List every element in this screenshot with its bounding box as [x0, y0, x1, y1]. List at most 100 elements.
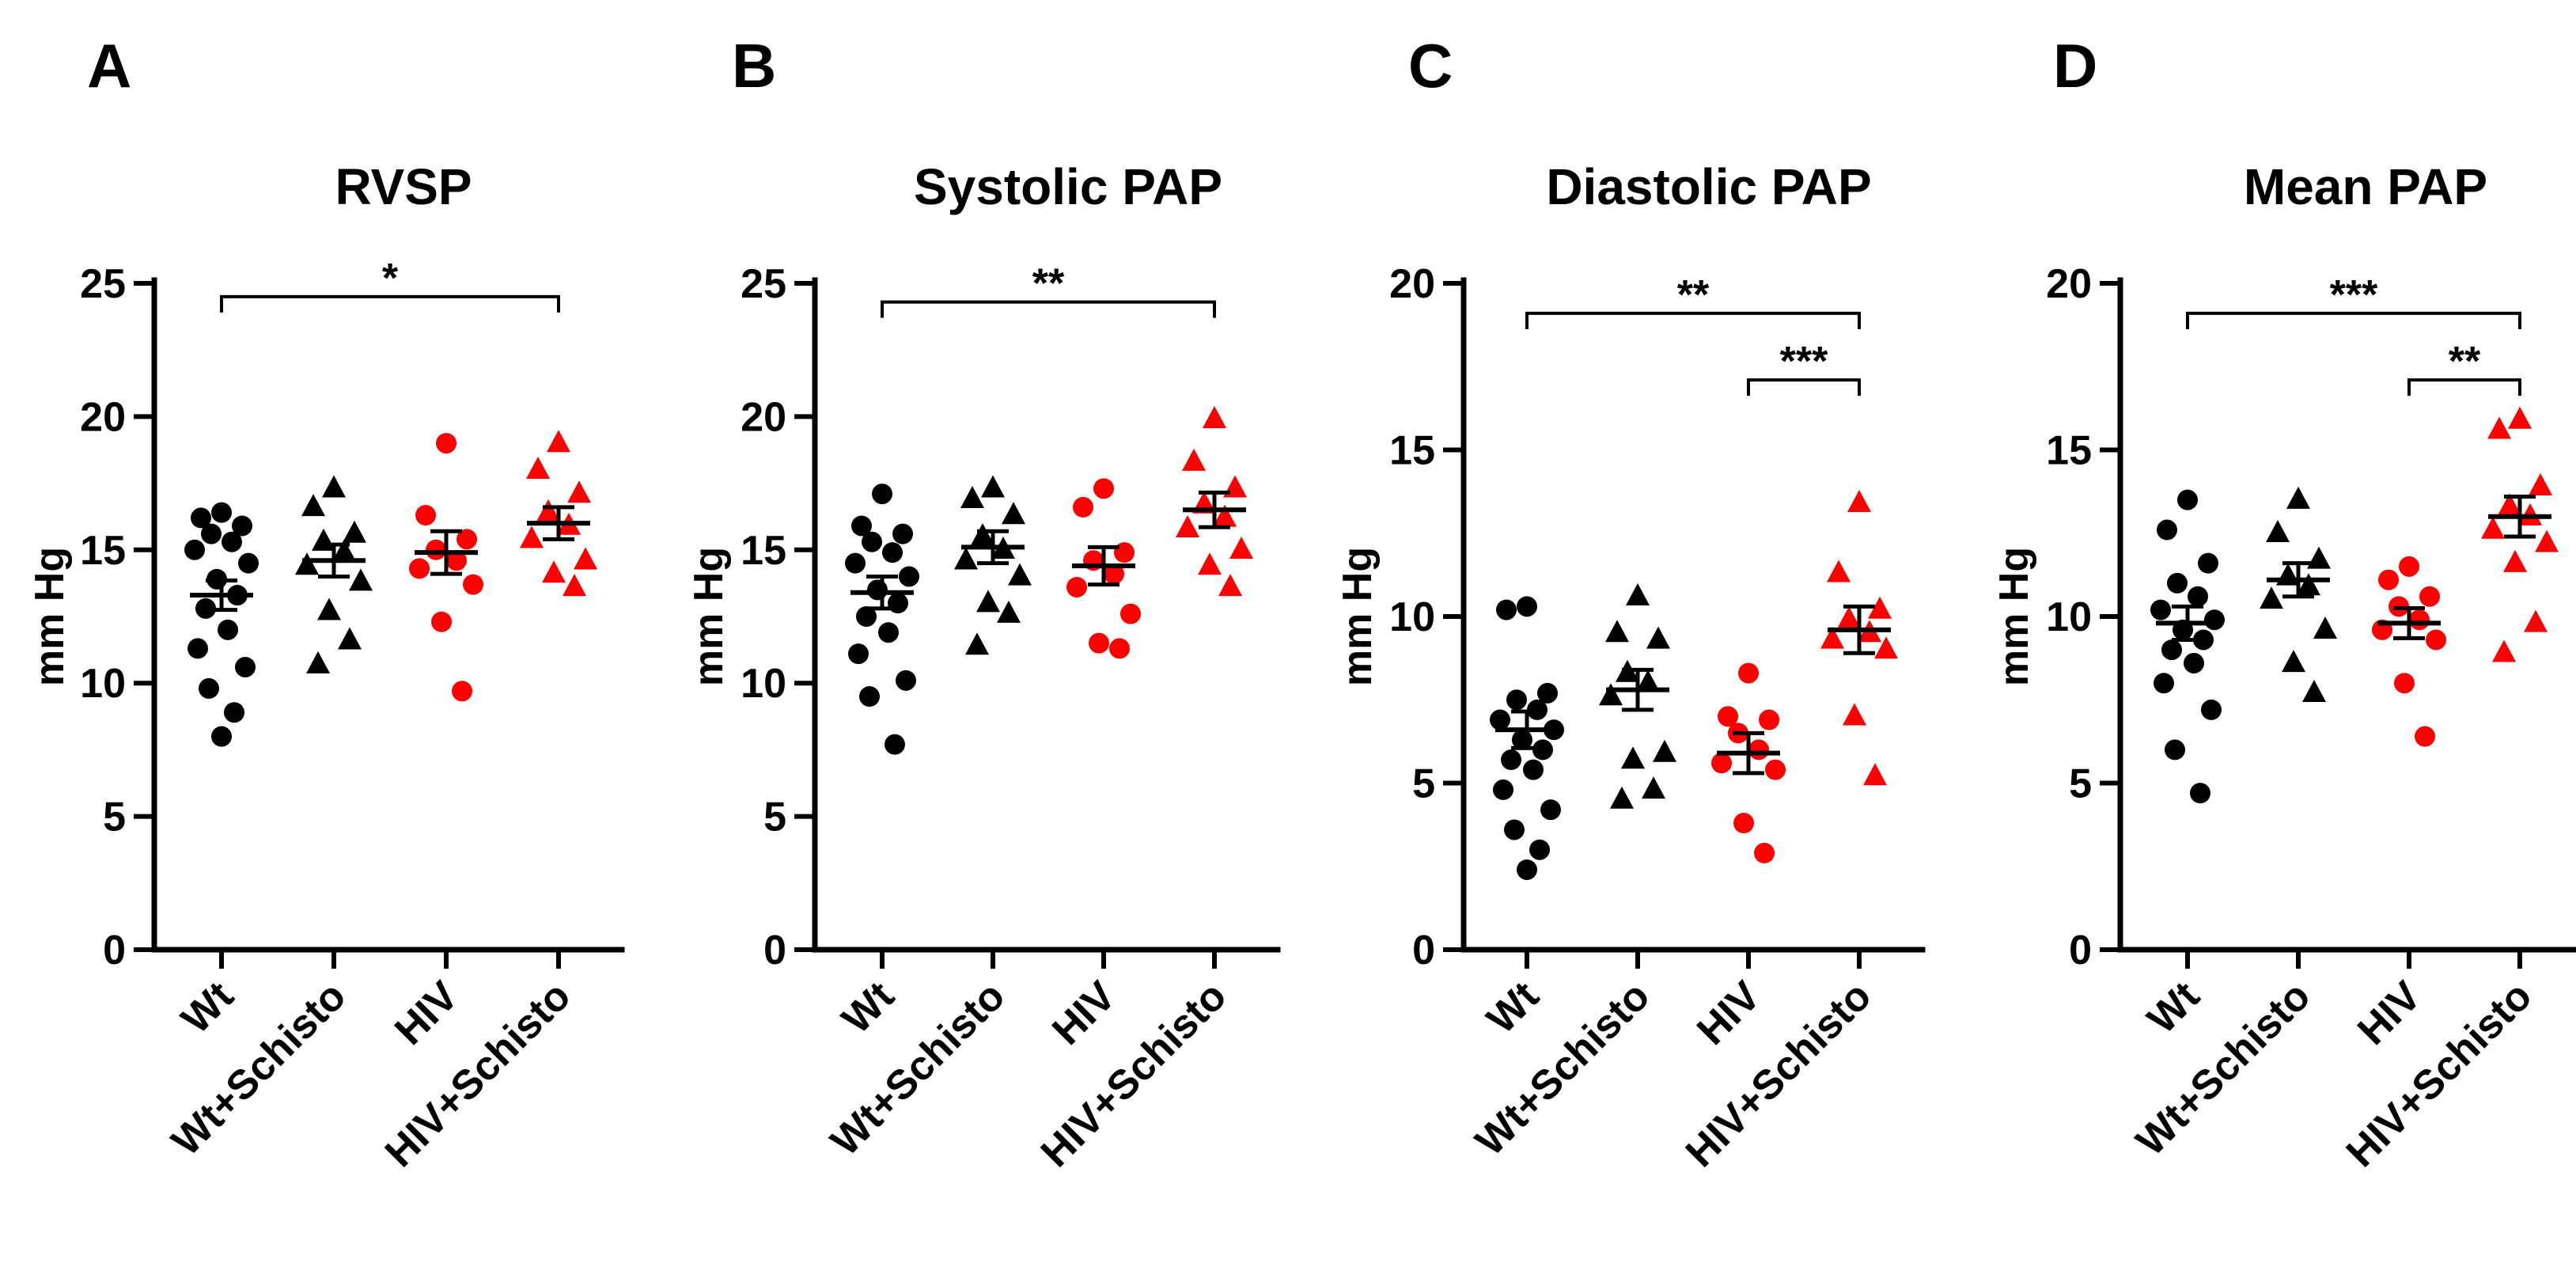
data-point [892, 523, 913, 544]
data-point [1733, 813, 1754, 834]
data-point [426, 539, 446, 560]
panel-letter: C [1408, 31, 1453, 101]
data-point [2487, 416, 2511, 439]
y-tick-label: 25 [80, 261, 126, 307]
data-point [899, 566, 919, 587]
data-point [971, 523, 994, 546]
y-tick-label: 15 [2046, 428, 2092, 474]
data-point [235, 656, 256, 677]
data-point [2535, 529, 2559, 552]
data-point [885, 734, 905, 755]
significance-label: ** [1677, 272, 1710, 318]
y-tick-label: 10 [741, 661, 786, 707]
data-point [1213, 504, 1237, 527]
x-tick-label: HIV [1688, 973, 1770, 1054]
data-point [2198, 552, 2218, 574]
data-point [2409, 609, 2430, 631]
data-point [2498, 493, 2521, 516]
data-point [862, 531, 882, 552]
data-point [1759, 709, 1779, 730]
data-point [1066, 576, 1087, 598]
data-point [452, 681, 472, 702]
data-point [997, 600, 1021, 623]
significance-bracket [2186, 311, 2521, 329]
data-point [301, 494, 325, 517]
chart-title: Diastolic PAP [1546, 158, 1871, 215]
data-point [872, 484, 892, 505]
x-tick-label: Wt [1479, 973, 1548, 1042]
data-point [542, 560, 566, 583]
data-point [317, 598, 341, 620]
data-point [463, 574, 483, 595]
y-tick-label: 0 [103, 928, 126, 973]
data-point [1229, 537, 1253, 559]
data-point [882, 542, 903, 563]
significance-label: *** [2330, 272, 2378, 318]
data-point [201, 523, 222, 544]
data-point [878, 622, 899, 643]
data-point [2184, 652, 2204, 673]
x-tick-label: HIV [386, 973, 468, 1054]
data-point [856, 606, 877, 627]
data-point [1089, 632, 1109, 654]
data-point [1529, 839, 1550, 860]
data-point [1182, 448, 1206, 471]
data-point [2157, 519, 2177, 541]
data-point [2177, 489, 2198, 510]
data-point [409, 558, 430, 579]
data-point [1605, 620, 1629, 643]
data-point [851, 515, 872, 537]
data-point [1218, 574, 1242, 597]
data-point [1198, 552, 1222, 575]
data-point [2190, 783, 2210, 804]
data-point [536, 499, 560, 522]
x-tick-label: Wt [173, 973, 243, 1042]
significance-bracket [1525, 311, 1861, 329]
data-point [1621, 746, 1645, 769]
data-point [2524, 609, 2548, 632]
data-point [848, 643, 869, 665]
panel-letter: B [732, 31, 776, 101]
data-point [2302, 680, 2326, 703]
data-point [224, 702, 244, 723]
data-point [238, 552, 259, 574]
x-tick-label: HIV [2349, 973, 2430, 1054]
data-point [2260, 586, 2283, 609]
data-point [859, 686, 880, 708]
y-tick-label: 20 [2046, 261, 2092, 307]
data-point [1496, 599, 1517, 620]
data-point [567, 480, 591, 503]
data-point [191, 507, 211, 529]
data-point [1517, 596, 1537, 617]
y-tick-label: 10 [80, 661, 126, 707]
data-point [1610, 786, 1634, 809]
data-point [1868, 596, 1892, 619]
data-point [1537, 682, 1558, 704]
data-point [954, 547, 978, 570]
data-point [1073, 496, 1093, 518]
data-point [1738, 662, 1759, 684]
significance-label: *** [1780, 339, 1828, 385]
data-point [218, 619, 238, 640]
data-point [1008, 563, 1032, 586]
y-tick-label: 5 [103, 795, 126, 840]
data-point [2150, 599, 2171, 620]
y-axis-label: mm Hg [686, 547, 732, 686]
y-tick-label: 0 [2069, 928, 2092, 973]
data-point [2378, 569, 2399, 590]
data-point [1626, 582, 1650, 605]
data-point [526, 456, 550, 479]
data-point [1203, 405, 1226, 428]
y-tick-label: 10 [1389, 594, 1435, 640]
x-tick-label: Wt [834, 973, 903, 1042]
chart-title: Mean PAP [2244, 158, 2487, 215]
data-point [2394, 673, 2415, 694]
data-point [1874, 636, 1898, 659]
y-tick-label: 15 [741, 528, 786, 574]
data-point [436, 433, 456, 454]
data-point [306, 651, 330, 673]
